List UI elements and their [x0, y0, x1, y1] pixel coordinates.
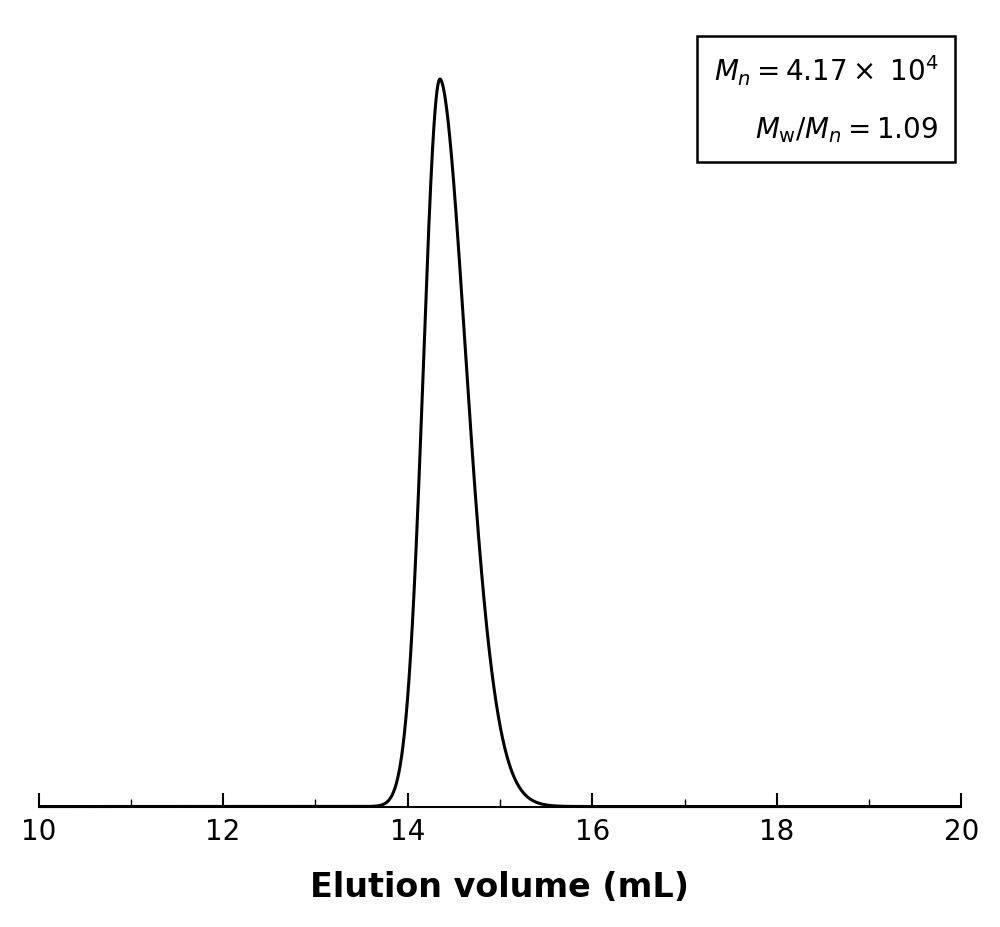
X-axis label: Elution volume (mL): Elution volume (mL): [310, 870, 690, 904]
Text: $\mathit{M}_{\mathit{n}}=4.17\times\ 10^{4}$
$\mathit{M}_{\mathrm{w}}/\mathit{M}: $\mathit{M}_{\mathit{n}}=4.17\times\ 10^…: [714, 53, 938, 146]
